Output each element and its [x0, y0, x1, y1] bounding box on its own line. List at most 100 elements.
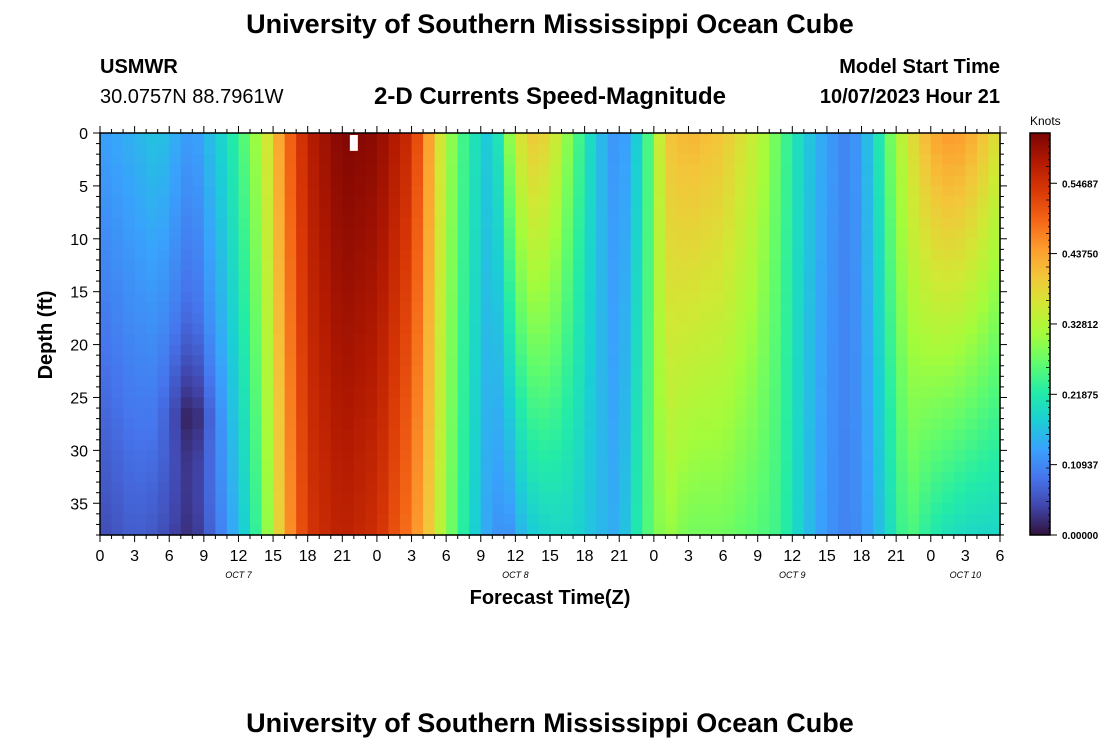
heatmap-cell	[250, 185, 263, 198]
heatmap-cell	[342, 429, 355, 441]
heatmap-cell	[538, 344, 551, 356]
heatmap-cell	[353, 365, 366, 377]
heatmap-cell	[134, 185, 147, 198]
heatmap-cell	[619, 439, 632, 451]
heatmap-cell	[815, 175, 828, 187]
heatmap-cell	[792, 196, 805, 208]
heatmap-cell	[642, 418, 655, 430]
heatmap-cell	[573, 164, 586, 176]
heatmap-cell	[226, 175, 240, 187]
heatmap-cell	[111, 376, 124, 388]
heatmap-cell	[503, 482, 516, 494]
heatmap-cell	[757, 175, 770, 187]
heatmap-cell	[238, 164, 251, 176]
heatmap-cell	[503, 524, 516, 536]
heatmap-cell	[930, 217, 943, 229]
heatmap-cell	[907, 344, 920, 356]
heatmap-cell	[723, 503, 736, 515]
heatmap-cell	[503, 355, 516, 367]
heatmap-cell	[965, 238, 978, 250]
heatmap-cell	[411, 133, 424, 145]
heatmap-cell	[884, 376, 897, 388]
heatmap-cell	[919, 334, 932, 346]
heatmap-cell	[434, 143, 447, 155]
heatmap-cell	[838, 143, 851, 155]
heatmap-cell	[584, 513, 597, 526]
heatmap-cell	[469, 408, 482, 420]
heatmap-cell	[803, 334, 816, 346]
heatmap-cell	[607, 365, 620, 377]
heatmap-cell	[273, 281, 286, 293]
heatmap-cell	[411, 450, 424, 462]
heatmap-cell	[907, 302, 920, 314]
heatmap-cell	[803, 154, 816, 166]
heatmap-cell	[180, 217, 193, 229]
heatmap-cell	[157, 270, 170, 282]
heatmap-cell	[296, 471, 309, 483]
heatmap-cell	[515, 143, 528, 155]
heatmap-cell	[434, 408, 447, 420]
heatmap-cell	[503, 143, 516, 155]
heatmap-cell	[619, 397, 632, 409]
heatmap-cell	[930, 386, 943, 399]
heatmap-cell	[988, 460, 1001, 473]
heatmap-cell	[734, 154, 747, 166]
heatmap-cell	[734, 302, 747, 314]
heatmap-cell	[157, 429, 170, 441]
heatmap-cell	[561, 238, 574, 250]
heatmap-cell	[180, 439, 193, 451]
heatmap-cell	[203, 418, 216, 430]
heatmap-cell	[123, 513, 136, 526]
heatmap-cell	[734, 397, 747, 409]
heatmap-cell	[596, 471, 609, 483]
heatmap-cell	[492, 408, 505, 420]
heatmap-cell	[780, 503, 793, 515]
heatmap-cell	[665, 291, 678, 303]
heatmap-cell	[307, 471, 320, 483]
heatmap-cell	[446, 450, 459, 462]
heatmap-cell	[700, 503, 713, 515]
heatmap-cell	[619, 281, 632, 293]
heatmap-cell	[123, 334, 136, 346]
heatmap-cell	[250, 471, 263, 483]
heatmap-cell	[180, 365, 193, 377]
heatmap-cell	[319, 143, 332, 155]
heatmap-cell	[146, 513, 159, 526]
heatmap-cell	[203, 143, 216, 155]
heatmap-cell	[653, 450, 666, 462]
heatmap-cell	[988, 217, 1001, 229]
x-tick-label: 18	[299, 548, 317, 565]
heatmap-cell	[388, 460, 401, 473]
heatmap-cell	[434, 365, 447, 377]
heatmap-cell	[261, 471, 274, 483]
y-axis-label: Depth (ft)	[35, 291, 57, 380]
heatmap-cell	[284, 397, 297, 409]
heatmap-cell	[423, 154, 436, 166]
heatmap-cell	[792, 429, 805, 441]
heatmap-cell	[584, 185, 597, 198]
heatmap-cell	[907, 397, 920, 409]
heatmap-cell	[688, 524, 701, 536]
heatmap-cell	[134, 482, 147, 494]
heatmap-cell	[550, 270, 563, 282]
heatmap-cell	[261, 439, 274, 451]
heatmap-cell	[273, 513, 286, 526]
heatmap-cell	[757, 270, 770, 282]
heatmap-cell	[319, 418, 332, 430]
heatmap-cell	[330, 217, 343, 229]
heatmap-cell	[838, 355, 851, 367]
heatmap-cell	[642, 450, 655, 462]
heatmap-cell	[434, 312, 447, 325]
heatmap-cell	[157, 238, 170, 250]
heatmap-cell	[515, 376, 528, 388]
heatmap-cell	[607, 175, 620, 187]
heatmap-cell	[319, 376, 332, 388]
heatmap-cell	[711, 259, 724, 272]
heatmap-cell	[676, 482, 690, 494]
heatmap-cell	[469, 133, 482, 145]
heatmap-cell	[319, 334, 332, 346]
heatmap-cell	[838, 259, 851, 272]
heatmap-cell	[734, 323, 747, 335]
colorbar-label: Knots	[1030, 114, 1061, 128]
heatmap-cell	[215, 185, 228, 198]
